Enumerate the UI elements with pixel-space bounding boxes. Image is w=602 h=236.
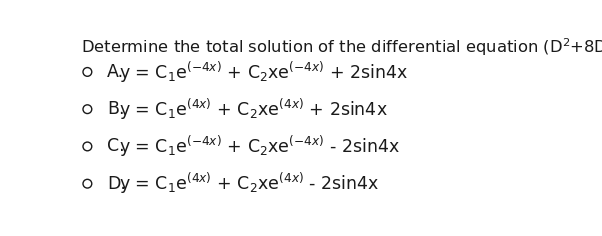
Text: y = C$_1$e$^{(-4x)}$ + C$_2$xe$^{(-4x)}$ - 2sin4x: y = C$_1$e$^{(-4x)}$ + C$_2$xe$^{(-4x)}$… xyxy=(119,134,400,159)
Text: D.: D. xyxy=(107,175,126,193)
Text: Determine the total solution of the differential equation (D$^2$+8D+16)y = 64cos: Determine the total solution of the diff… xyxy=(81,37,602,58)
Text: y = C$_1$e$^{(-4x)}$ + C$_2$xe$^{(-4x)}$ + 2sin4x: y = C$_1$e$^{(-4x)}$ + C$_2$xe$^{(-4x)}$… xyxy=(119,59,408,84)
Text: y = C$_1$e$^{(4x)}$ + C$_2$xe$^{(4x)}$ - 2sin4x: y = C$_1$e$^{(4x)}$ + C$_2$xe$^{(4x)}$ -… xyxy=(119,171,379,196)
Text: y = C$_1$e$^{(4x)}$ + C$_2$xe$^{(4x)}$ + 2sin4x: y = C$_1$e$^{(4x)}$ + C$_2$xe$^{(4x)}$ +… xyxy=(119,97,388,122)
Text: B.: B. xyxy=(107,100,125,118)
Text: C.: C. xyxy=(107,137,125,156)
Text: A.: A. xyxy=(107,63,124,81)
